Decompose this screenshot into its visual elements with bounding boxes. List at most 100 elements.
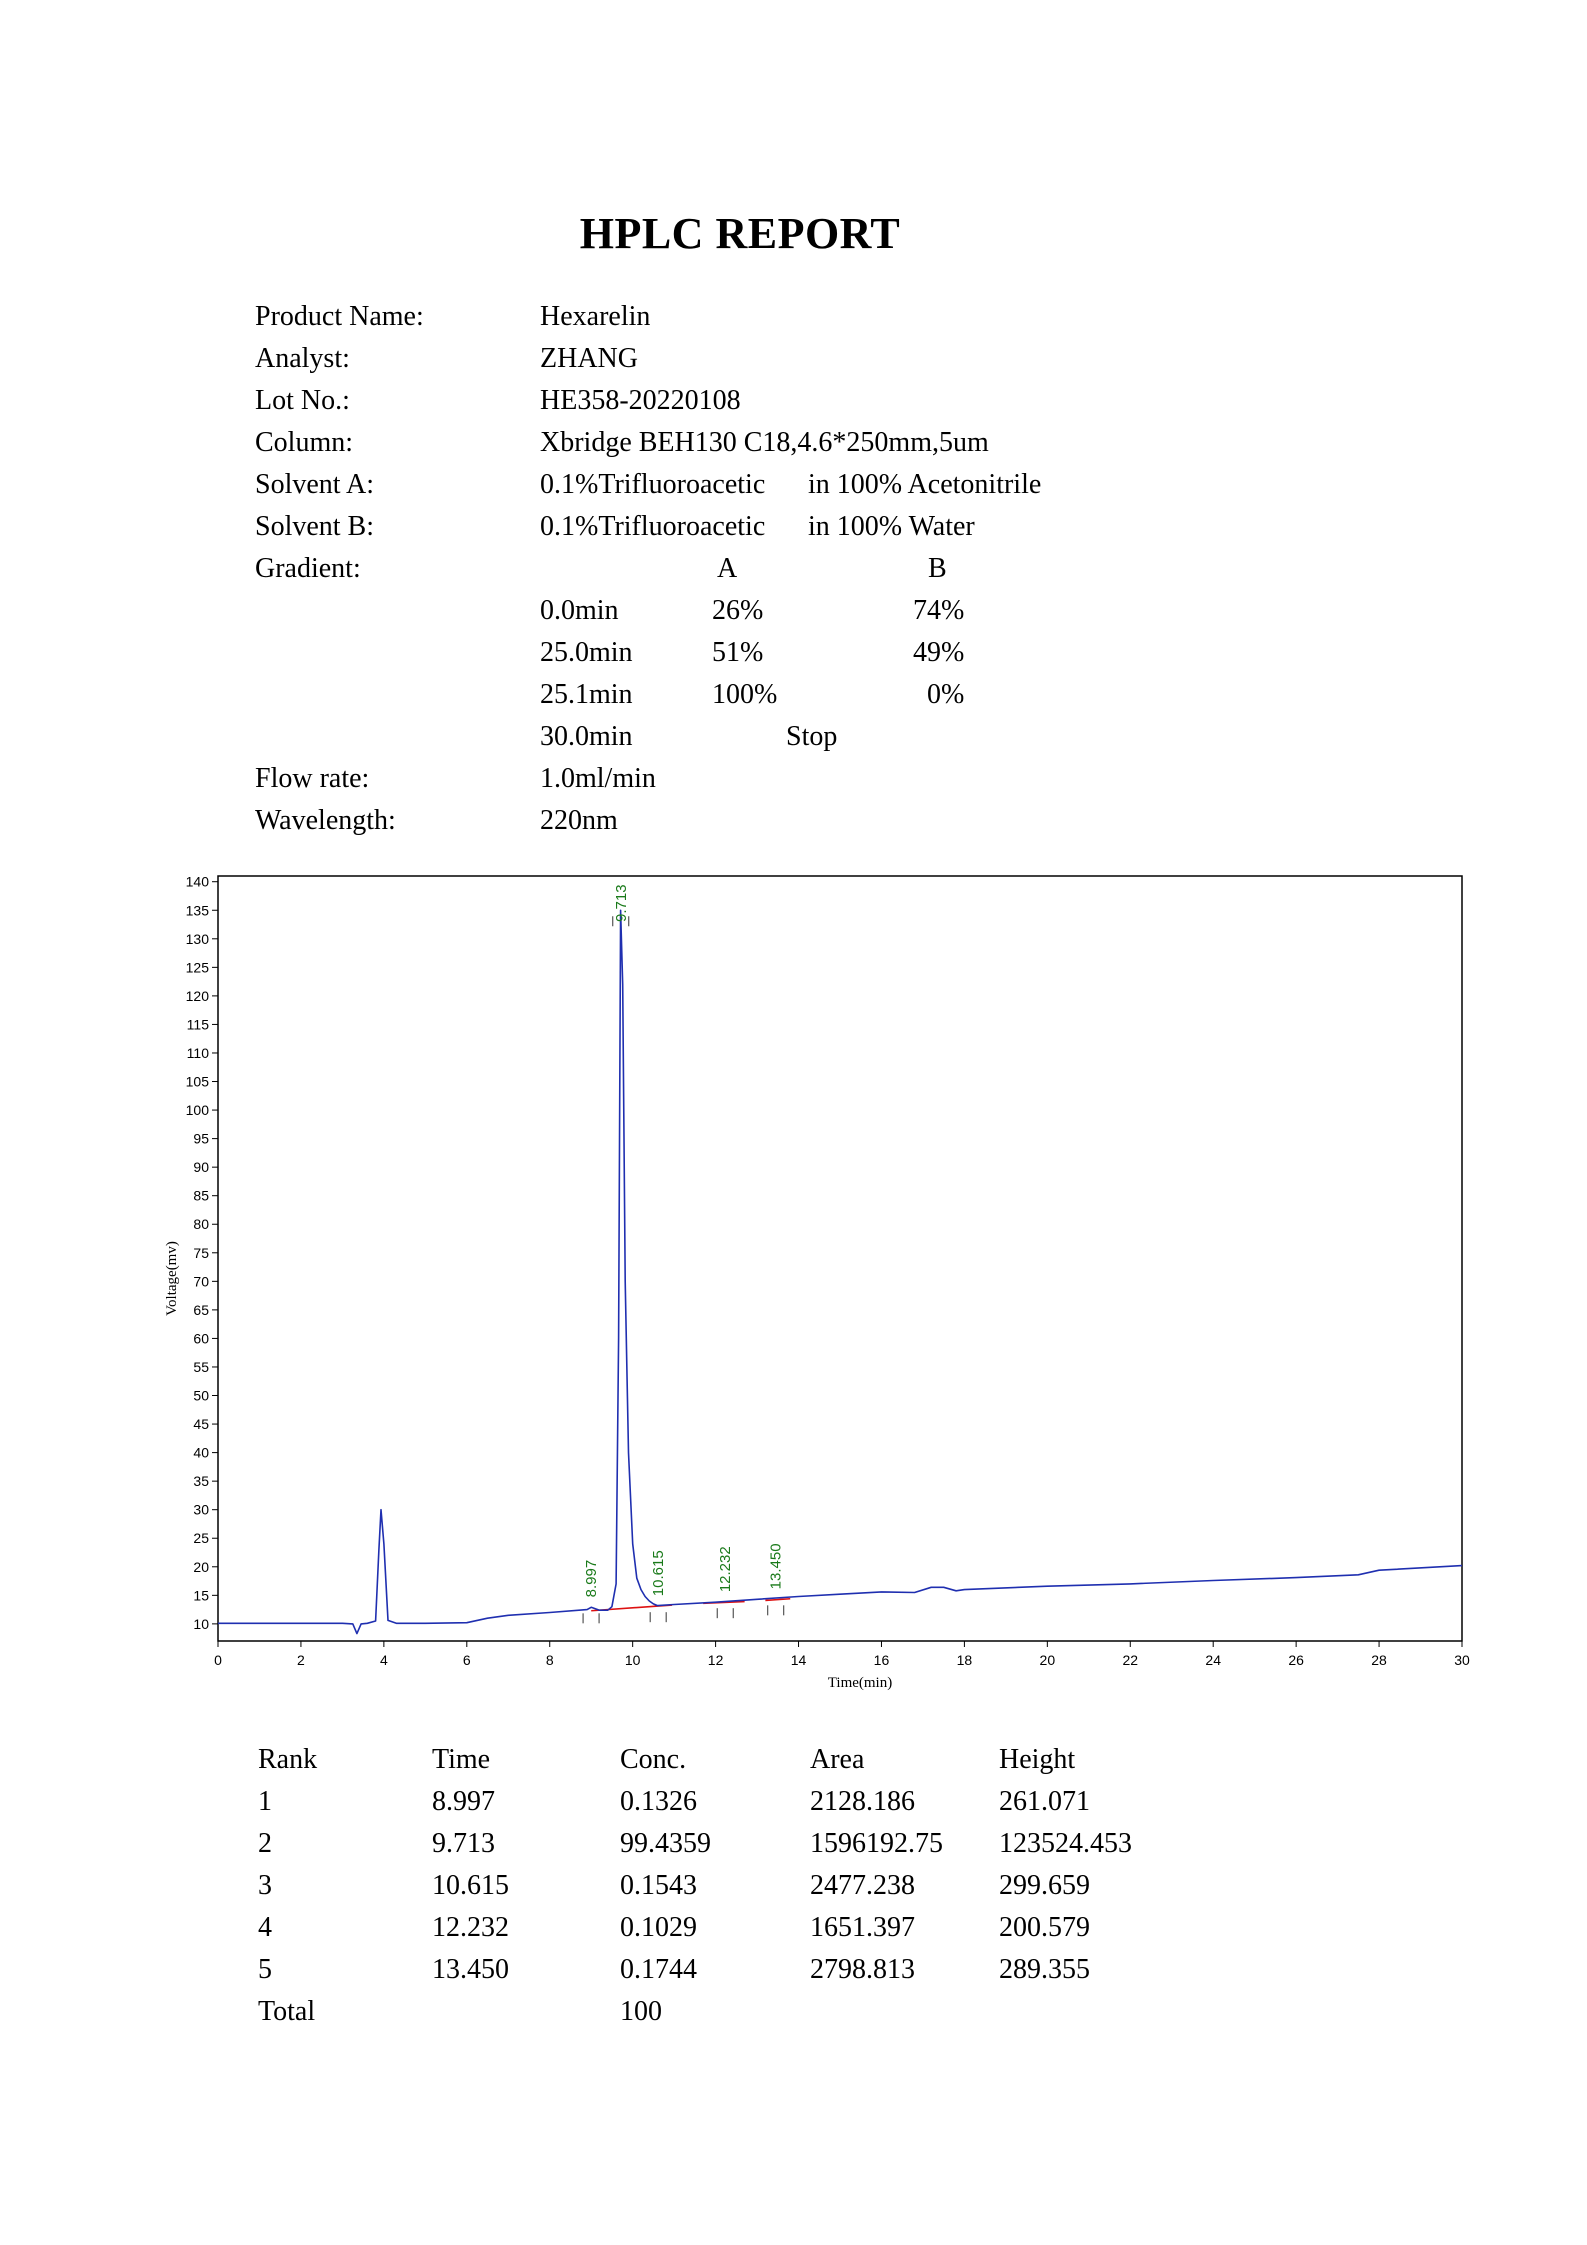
- info-value: 0.1%Trifluoroacetic: [540, 469, 766, 500]
- info-row-wavelength: Wavelength: 220nm: [255, 800, 1355, 842]
- x-tick-label: 26: [1288, 1652, 1304, 1668]
- x-tick-label: 14: [791, 1652, 807, 1668]
- info-label: Solvent A:: [255, 469, 375, 500]
- x-tick-label: 24: [1205, 1652, 1221, 1668]
- table-cell: 9.713: [432, 1828, 495, 1859]
- y-tick-label: 60: [193, 1330, 209, 1346]
- info-label: Solvent B:: [255, 511, 375, 542]
- info-extra: in 100% Water: [808, 511, 975, 542]
- plot-frame: [217, 875, 1463, 1642]
- x-tick-label: 10: [625, 1652, 641, 1668]
- table-cell: Total: [258, 1996, 316, 2027]
- y-tick-label: 95: [193, 1131, 209, 1147]
- table-cell: 100: [620, 1996, 662, 2027]
- x-tick-label: 30: [1454, 1652, 1470, 1668]
- table-cell: 289.355: [999, 1954, 1090, 1985]
- gradient-a: 26%: [712, 595, 764, 626]
- info-value: 1.0ml/min: [540, 763, 656, 794]
- info-row-flow-rate: Flow rate: 1.0ml/min: [255, 758, 1355, 800]
- info-row-gradient: Gradient:: [255, 548, 1355, 590]
- y-tick-label: 30: [193, 1502, 209, 1518]
- table-cell: 1596192.75: [810, 1828, 943, 1859]
- table-cell: 1651.397: [810, 1912, 915, 1943]
- table-header: Time: [432, 1744, 491, 1775]
- gradient-time: 0.0min: [540, 595, 619, 626]
- gradient-b: 74%: [913, 595, 965, 626]
- info-label: Product Name:: [255, 301, 424, 332]
- gradient-time: 25.1min: [540, 679, 633, 710]
- y-tick-label: 105: [186, 1074, 210, 1090]
- y-tick-label: 35: [193, 1473, 209, 1489]
- table-header: Height: [999, 1744, 1076, 1775]
- info-row-solvent-b: Solvent B: 0.1%Trifluoroacetic in 100% W…: [255, 506, 1355, 548]
- info-row-analyst: Analyst: ZHANG: [255, 338, 1355, 380]
- info-value: Hexarelin: [540, 301, 651, 332]
- info-value: Xbridge BEH130 C18,4.6*250mm,5um: [540, 427, 989, 458]
- x-tick-label: 0: [214, 1652, 222, 1668]
- table-cell: 8.997: [432, 1786, 495, 1817]
- x-axis-title: Time(min): [828, 1675, 892, 1691]
- y-tick-label: 100: [186, 1102, 210, 1118]
- gradient-a: 100%: [712, 679, 778, 710]
- table-cell: 2: [258, 1828, 272, 1859]
- gradient-b: 0%: [927, 679, 965, 710]
- table-cell: 0.1543: [620, 1870, 697, 1901]
- gradient-header-b: B: [928, 553, 947, 584]
- y-tick-label: 25: [193, 1530, 209, 1546]
- info-label: Gradient:: [255, 553, 361, 584]
- chromatogram-trace: [218, 909, 1463, 1635]
- y-tick-label: 40: [193, 1445, 209, 1461]
- y-tick-label: 115: [187, 1016, 210, 1032]
- y-tick-label: 125: [186, 959, 210, 975]
- y-tick-label: 110: [187, 1045, 210, 1061]
- y-tick-label: 50: [193, 1388, 209, 1404]
- peak-label: 12.232: [717, 1546, 734, 1592]
- y-tick-label: 70: [193, 1273, 209, 1289]
- table-header: Conc.: [620, 1744, 687, 1775]
- table-cell: 12.232: [432, 1912, 509, 1943]
- y-tick-label: 120: [186, 988, 210, 1004]
- info-extra: in 100% Acetonitrile: [808, 469, 1042, 500]
- x-tick-label: 22: [1122, 1652, 1138, 1668]
- integration-baseline: [765, 1597, 791, 1602]
- y-tick-label: 55: [193, 1359, 209, 1375]
- info-row-solvent-a: Solvent A: 0.1%Trifluoroacetic in 100% A…: [255, 464, 1355, 506]
- table-cell: 0.1029: [620, 1912, 697, 1943]
- table-header: Area: [810, 1744, 865, 1775]
- info-label: Flow rate:: [255, 763, 370, 794]
- y-tick-label: 140: [186, 874, 210, 890]
- info-row-lot: Lot No.: HE358-20220108: [255, 380, 1355, 422]
- table-cell: 200.579: [999, 1912, 1090, 1943]
- info-value: 0.1%Trifluoroacetic: [540, 511, 766, 542]
- gradient-b: 49%: [913, 637, 965, 668]
- y-tick-label: 135: [186, 902, 210, 918]
- table-cell: 299.659: [999, 1870, 1090, 1901]
- x-tick-label: 8: [546, 1652, 554, 1668]
- info-value: HE358-20220108: [540, 385, 741, 416]
- y-tick-label: 65: [193, 1302, 209, 1318]
- table-cell: 0.1326: [620, 1786, 697, 1817]
- table-cell: 10.615: [432, 1870, 509, 1901]
- peak-label: 9.713: [613, 884, 630, 922]
- table-header: Rank: [258, 1744, 318, 1775]
- x-tick-label: 4: [380, 1652, 388, 1668]
- y-tick-label: 75: [193, 1245, 209, 1261]
- info-row-column: Column: Xbridge BEH130 C18,4.6*250mm,5um: [255, 422, 1355, 464]
- y-tick-label: 90: [193, 1159, 209, 1175]
- info-value: 220nm: [540, 805, 618, 836]
- x-tick-label: 16: [874, 1652, 890, 1668]
- info-label: Analyst:: [255, 343, 350, 374]
- table-cell: 2477.238: [810, 1870, 915, 1901]
- gradient-time: 25.0min: [540, 637, 633, 668]
- y-tick-label: 80: [193, 1216, 209, 1232]
- table-cell: 123524.453: [999, 1828, 1132, 1859]
- y-axis-title: Voltage(mv): [164, 1241, 180, 1316]
- y-tick-label: 45: [193, 1416, 209, 1432]
- x-tick-label: 2: [297, 1652, 305, 1668]
- table-cell: 2128.186: [810, 1786, 915, 1817]
- y-tick-label: 10: [193, 1616, 209, 1632]
- table-cell: 261.071: [999, 1786, 1090, 1817]
- report-title: HPLC REPORT: [579, 209, 901, 258]
- info-label: Column:: [255, 427, 354, 458]
- info-value: ZHANG: [540, 343, 638, 374]
